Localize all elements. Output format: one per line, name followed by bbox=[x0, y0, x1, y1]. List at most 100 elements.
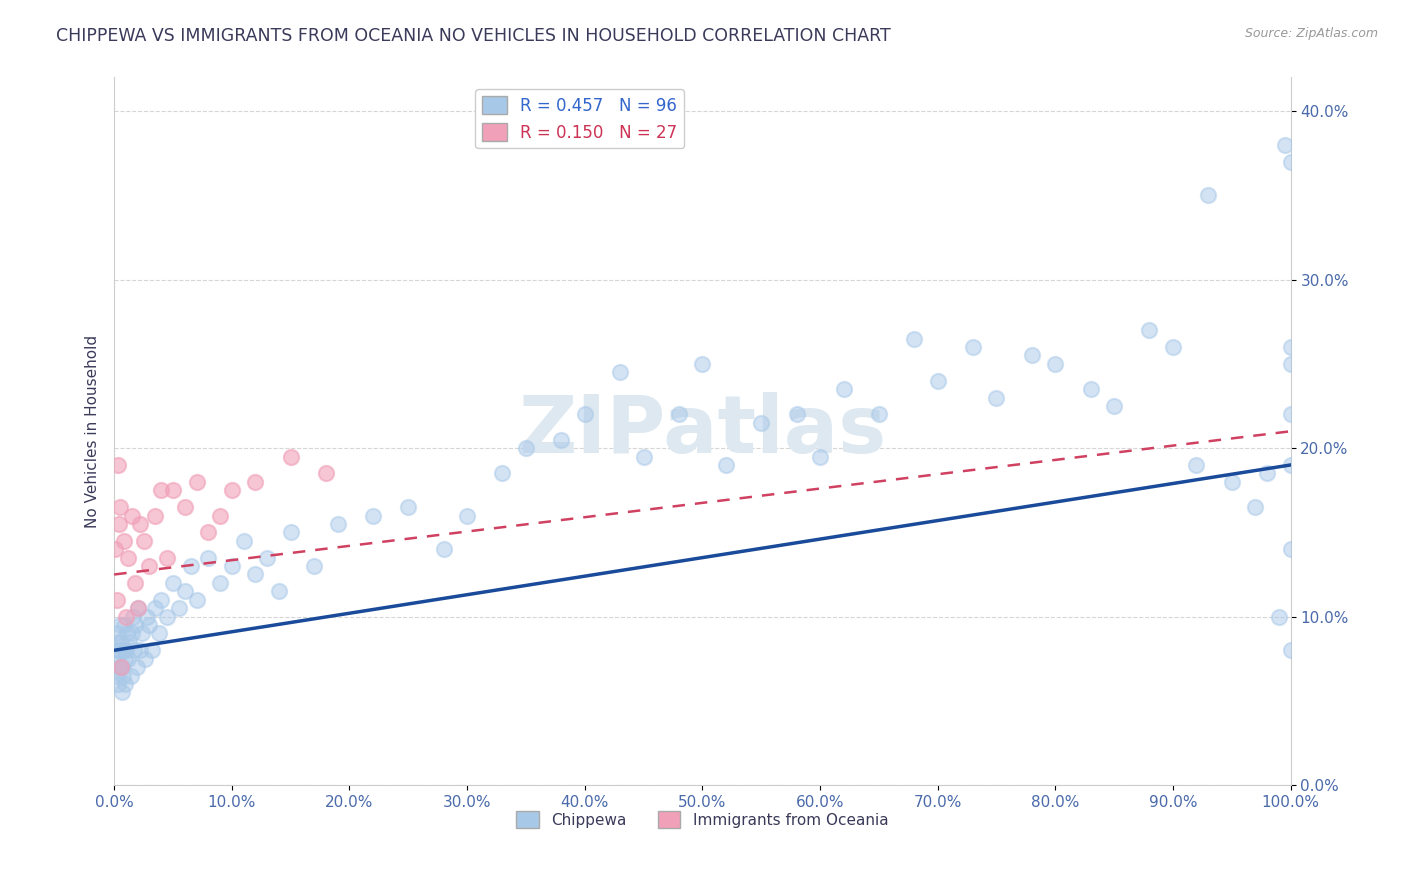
Point bbox=[162, 483, 184, 498]
Point bbox=[868, 408, 890, 422]
Point bbox=[173, 500, 195, 514]
Point bbox=[361, 508, 384, 523]
Point bbox=[107, 458, 129, 472]
Point bbox=[121, 508, 143, 523]
Point bbox=[315, 467, 337, 481]
Point bbox=[107, 635, 129, 649]
Point bbox=[209, 508, 232, 523]
Point bbox=[104, 643, 127, 657]
Point bbox=[121, 626, 143, 640]
Point bbox=[105, 651, 128, 665]
Point bbox=[120, 668, 142, 682]
Point bbox=[221, 559, 243, 574]
Point bbox=[1279, 154, 1302, 169]
Point bbox=[122, 643, 145, 657]
Point bbox=[104, 542, 127, 557]
Point bbox=[150, 483, 173, 498]
Point bbox=[245, 567, 267, 582]
Point bbox=[125, 660, 148, 674]
Point bbox=[110, 660, 132, 674]
Point bbox=[1244, 500, 1267, 514]
Point bbox=[1274, 137, 1296, 152]
Point bbox=[145, 508, 167, 523]
Point bbox=[138, 559, 160, 574]
Point bbox=[110, 635, 132, 649]
Point bbox=[491, 467, 513, 481]
Point bbox=[326, 516, 349, 531]
Point bbox=[903, 332, 925, 346]
Point bbox=[197, 525, 219, 540]
Point bbox=[1279, 340, 1302, 354]
Point bbox=[167, 601, 190, 615]
Point bbox=[714, 458, 737, 472]
Point bbox=[808, 450, 831, 464]
Point bbox=[1161, 340, 1184, 354]
Point bbox=[108, 643, 131, 657]
Point bbox=[127, 601, 149, 615]
Point bbox=[124, 618, 146, 632]
Point bbox=[180, 559, 202, 574]
Point bbox=[115, 626, 138, 640]
Point bbox=[197, 550, 219, 565]
Point bbox=[105, 592, 128, 607]
Point bbox=[232, 533, 254, 548]
Point bbox=[668, 408, 690, 422]
Point bbox=[432, 542, 454, 557]
Point bbox=[162, 575, 184, 590]
Point bbox=[156, 609, 179, 624]
Point bbox=[112, 618, 135, 632]
Text: CHIPPEWA VS IMMIGRANTS FROM OCEANIA NO VEHICLES IN HOUSEHOLD CORRELATION CHART: CHIPPEWA VS IMMIGRANTS FROM OCEANIA NO V… bbox=[56, 27, 891, 45]
Point bbox=[267, 584, 290, 599]
Point bbox=[129, 516, 152, 531]
Point bbox=[108, 660, 131, 674]
Point bbox=[1279, 408, 1302, 422]
Point bbox=[256, 550, 278, 565]
Point bbox=[105, 626, 128, 640]
Point bbox=[1279, 458, 1302, 472]
Point bbox=[107, 677, 129, 691]
Point bbox=[633, 450, 655, 464]
Point bbox=[609, 365, 631, 379]
Text: ZIPatlas: ZIPatlas bbox=[519, 392, 887, 470]
Point bbox=[1139, 323, 1161, 337]
Point bbox=[173, 584, 195, 599]
Point bbox=[110, 660, 132, 674]
Point bbox=[122, 609, 145, 624]
Point bbox=[245, 475, 267, 489]
Point bbox=[280, 525, 302, 540]
Point bbox=[1021, 348, 1043, 362]
Point bbox=[127, 601, 149, 615]
Point bbox=[186, 592, 208, 607]
Point bbox=[136, 609, 159, 624]
Point bbox=[145, 601, 167, 615]
Legend: Chippewa, Immigrants from Oceania: Chippewa, Immigrants from Oceania bbox=[510, 805, 894, 834]
Point bbox=[115, 643, 138, 657]
Point bbox=[1045, 357, 1067, 371]
Point bbox=[141, 643, 163, 657]
Point bbox=[1279, 542, 1302, 557]
Point bbox=[148, 626, 170, 640]
Point bbox=[108, 618, 131, 632]
Point bbox=[456, 508, 478, 523]
Point bbox=[1197, 188, 1219, 202]
Point bbox=[574, 408, 596, 422]
Text: Source: ZipAtlas.com: Source: ZipAtlas.com bbox=[1244, 27, 1378, 40]
Point bbox=[786, 408, 808, 422]
Point bbox=[134, 651, 156, 665]
Point bbox=[111, 660, 134, 674]
Point bbox=[221, 483, 243, 498]
Point bbox=[550, 433, 572, 447]
Point bbox=[150, 592, 173, 607]
Point bbox=[115, 609, 138, 624]
Point bbox=[112, 533, 135, 548]
Point bbox=[186, 475, 208, 489]
Point bbox=[114, 651, 136, 665]
Point bbox=[962, 340, 984, 354]
Point bbox=[108, 500, 131, 514]
Point bbox=[749, 416, 772, 430]
Point bbox=[1268, 609, 1291, 624]
Y-axis label: No Vehicles in Household: No Vehicles in Household bbox=[86, 334, 100, 528]
Point bbox=[986, 391, 1008, 405]
Point bbox=[111, 668, 134, 682]
Point bbox=[1102, 399, 1125, 413]
